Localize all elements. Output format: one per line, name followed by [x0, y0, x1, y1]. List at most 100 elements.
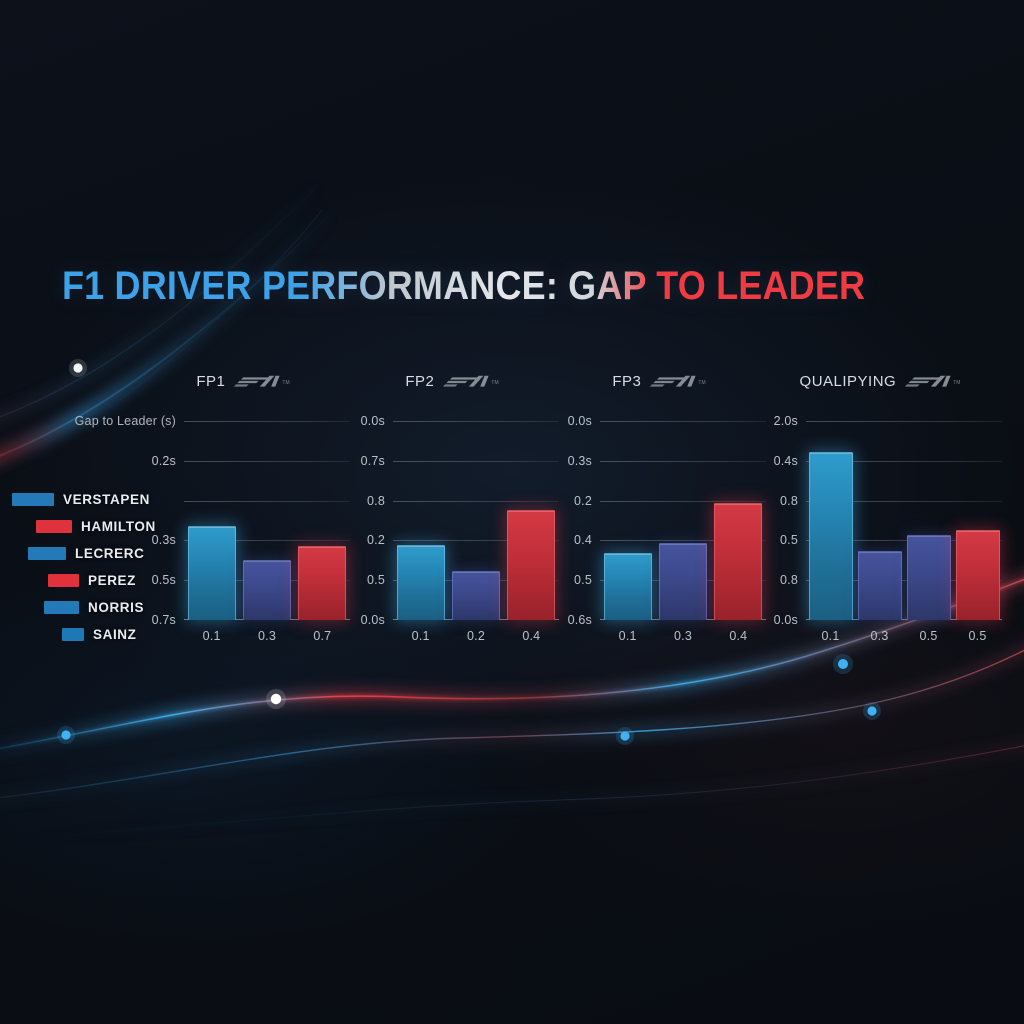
bar-fp1-2[interactable]	[298, 546, 347, 620]
gridline	[600, 540, 766, 541]
gridline	[600, 501, 766, 502]
chart-panel-fp1: FP1 TM Gap to Leader (s) 0.2s 0.3s 0.5s 0.7s 0.…	[75, 371, 350, 643]
y-axis-tick: 0.3s	[151, 533, 176, 547]
gridline	[806, 421, 1002, 422]
chart-panel-header: QUALIPYING TM	[758, 371, 1002, 391]
x-axis-tick: 0.3	[674, 629, 692, 643]
chart-panel-fp3: FP3 TM 0.0s 0.3s 0.2 0.4 0.5 0.6s 0.1 0.3 0.4	[552, 371, 766, 643]
legend-item-lecrerc[interactable]: LECRERC	[0, 540, 175, 567]
f1-logo-icon: TM	[905, 375, 960, 388]
legend-item-label: HAMILTON	[81, 519, 156, 534]
x-axis-tick: 0.4	[522, 629, 541, 643]
y-axis-tick: 0.4	[574, 533, 592, 547]
legend-item-norris[interactable]: NORRIS	[0, 594, 175, 621]
bar-qualipying-3[interactable]	[955, 530, 1000, 620]
y-axis-tick: 0.2s	[151, 454, 176, 468]
chart-panel-header: FP3 TM	[552, 371, 766, 391]
legend-item-verstapen[interactable]: VERSTAPEN	[0, 486, 175, 513]
plot-area: 2.0s 0.4s 0.8 0.5 0.8 0.0s 0.1 0.3 0.5 0.5	[774, 414, 1002, 643]
chart-panel-title: QUALIPYING	[799, 372, 897, 390]
y-axis-tick: 0.8	[780, 494, 798, 508]
y-axis-tick: 0.7s	[360, 454, 385, 468]
bar-fp1-1[interactable]	[243, 560, 291, 620]
gridline	[184, 461, 350, 462]
y-axis-tick: 0.0s	[773, 613, 798, 627]
bar-qualipying-0[interactable]	[808, 452, 853, 620]
y-axis-tick: 0.0s	[567, 414, 592, 428]
gridline	[393, 461, 559, 462]
y-axis-tick: 0.8	[367, 494, 385, 508]
y-axis-tick: 0.5	[574, 573, 592, 587]
f1-logo-icon: TM	[650, 375, 706, 388]
gridline	[806, 461, 1002, 462]
legend-item-label: NORRIS	[88, 600, 145, 615]
plot-area: 0.0s 0.3s 0.2 0.4 0.5 0.6s 0.1 0.3 0.4	[568, 414, 766, 643]
x-axis-tick: 0.4	[729, 629, 748, 643]
page-title-glow: F1 DRIVER PERFORMANCE: GAP TO LEADER	[62, 264, 865, 309]
y-axis-tick: 2.0s	[773, 414, 798, 428]
plot-area: Gap to Leader (s) 0.2s 0.3s 0.5s 0.7s 0.1 0.3 0…	[75, 414, 350, 643]
x-axis-tick: 0.1	[411, 629, 430, 643]
chart-panel-title: FP1	[196, 372, 226, 390]
y-axis-tick: 0.4s	[773, 454, 798, 468]
x-axis-tick: 0.5	[968, 629, 987, 643]
x-axis-line	[806, 619, 1002, 620]
x-axis-tick: 0.3	[870, 629, 889, 643]
bar-fp3-2[interactable]	[714, 503, 763, 620]
plot-area: 0.0s 0.7s 0.8 0.2 0.5 0.0s 0.1 0.2 0.4	[361, 414, 559, 643]
y-axis-tick: 0.3s	[567, 454, 592, 468]
x-axis-tick: 0.1	[202, 629, 221, 643]
y-axis-tick: 0.2	[367, 533, 385, 547]
f1-logo-icon: TM	[443, 375, 499, 388]
legend-swatch-icon	[62, 628, 84, 641]
bar-qualipying-2[interactable]	[906, 535, 951, 620]
legend-item-hamilton[interactable]: HAMILTON	[0, 513, 175, 540]
y-axis-tick: 0.5	[780, 533, 798, 547]
bar-fp1-0[interactable]	[187, 526, 236, 620]
f1-logo-tm-label: TM	[491, 379, 499, 386]
f1-logo-tm-label: TM	[282, 379, 290, 386]
legend-swatch-icon	[12, 493, 54, 506]
legend-swatch-icon	[36, 520, 72, 533]
x-axis-tick: 0.1	[821, 629, 840, 643]
legend-item-label: SAINZ	[93, 627, 137, 642]
x-axis-tick: 0.5	[919, 629, 938, 643]
y-axis-tick: 0.2	[574, 494, 592, 508]
bar-fp3-0[interactable]	[603, 553, 652, 620]
chart-panel-header: FP2 TM	[345, 371, 559, 391]
bar-fp2-1[interactable]	[452, 571, 500, 620]
legend-item-sainz[interactable]: SAINZ	[0, 621, 175, 648]
legend-item-perez[interactable]: PEREZ	[0, 567, 175, 594]
legend-swatch-icon	[48, 574, 79, 587]
gridline	[600, 461, 766, 462]
bar-fp3-1[interactable]	[659, 543, 707, 620]
y-axis-tick: 0.8	[780, 573, 798, 587]
gridline	[806, 580, 1002, 581]
page-title: F1 DRIVER PERFORMANCE: GAP TO LEADER	[62, 264, 866, 308]
gridline	[184, 501, 350, 502]
x-axis-tick: 0.2	[467, 629, 485, 643]
legend-swatch-icon	[44, 601, 79, 614]
legend-swatch-icon	[28, 547, 66, 560]
y-axis-label: Gap to Leader (s)	[74, 414, 176, 428]
chart-panel-fp2: FP2 TM 0.0s 0.7s 0.8 0.2 0.5 0.0s 0.1 0.2 0.4	[345, 371, 559, 643]
gridline	[600, 421, 766, 422]
f1-logo-tm-label: TM	[953, 379, 961, 386]
x-axis-tick: 0.1	[618, 629, 637, 643]
y-axis-tick: 0.0s	[360, 414, 385, 428]
driver-legend: VERSTAPEN HAMILTON LECRERC PEREZ NORRIS SAINZ	[0, 486, 175, 648]
y-axis-tick: 0.6s	[567, 613, 592, 627]
y-axis-tick: 0.0s	[360, 613, 385, 627]
bar-fp2-0[interactable]	[396, 545, 445, 620]
chart-panel-header: FP1 TM	[136, 371, 350, 391]
legend-item-label: PEREZ	[88, 573, 137, 588]
gridline	[184, 540, 350, 541]
bar-qualipying-1[interactable]	[857, 551, 902, 620]
y-axis-tick: 0.7s	[151, 613, 176, 627]
bar-fp2-2[interactable]	[507, 510, 556, 620]
legend-item-label: LECRERC	[75, 546, 145, 561]
y-axis-tick: 0.5s	[151, 573, 176, 587]
y-axis-tick: 0.5	[367, 573, 385, 587]
gridline	[806, 501, 1002, 502]
